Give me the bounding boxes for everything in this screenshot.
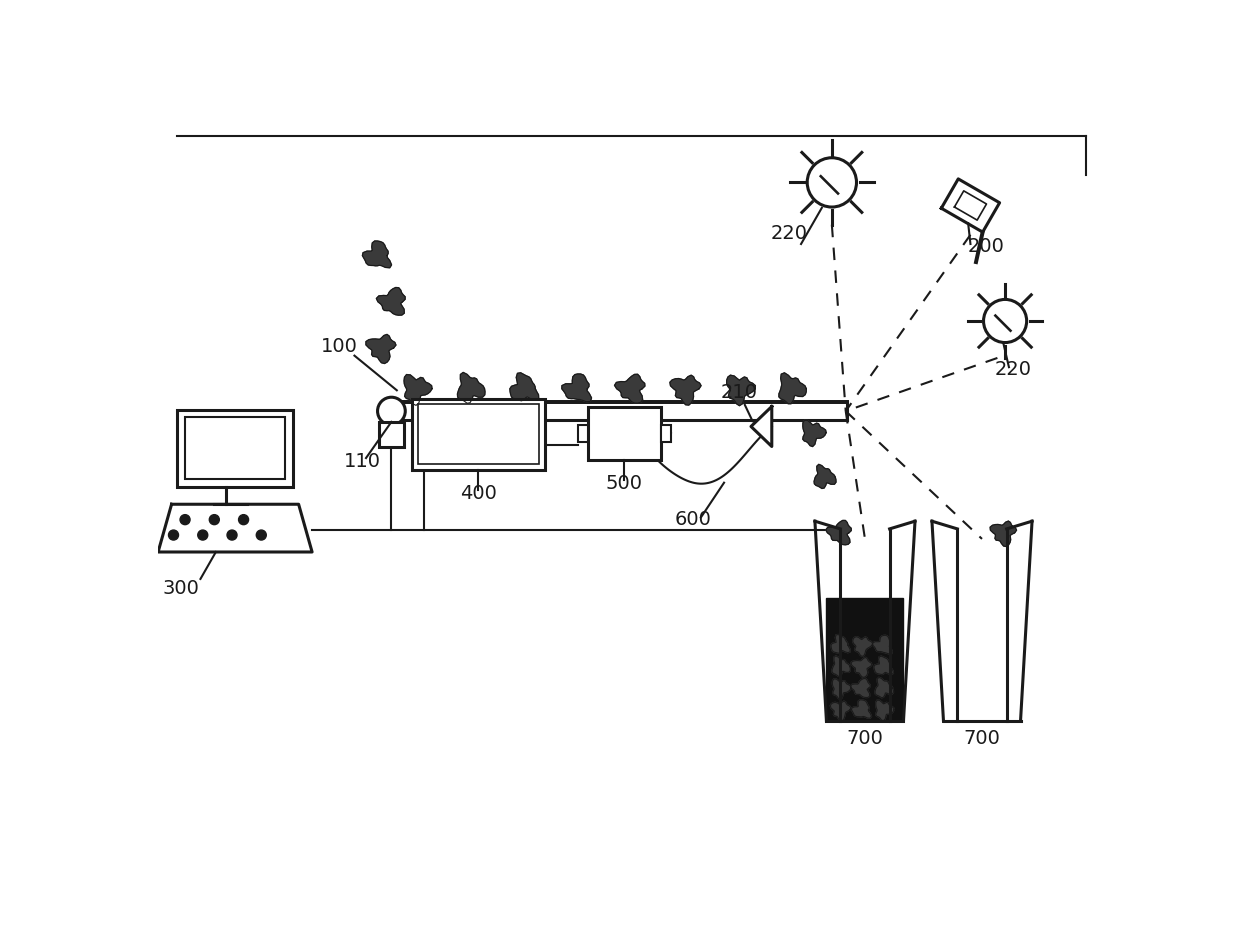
Polygon shape [875, 700, 894, 721]
Polygon shape [851, 679, 870, 697]
Circle shape [983, 300, 1027, 343]
Polygon shape [458, 373, 485, 403]
Bar [418, 404, 539, 464]
Polygon shape [852, 700, 872, 718]
Text: 300: 300 [162, 579, 200, 598]
Polygon shape [832, 679, 851, 699]
Circle shape [210, 515, 219, 525]
Text: 210: 210 [720, 383, 758, 402]
Text: 200: 200 [967, 237, 1004, 256]
Text: 400: 400 [460, 484, 497, 503]
Polygon shape [991, 521, 1017, 547]
Polygon shape [362, 241, 392, 268]
Circle shape [377, 397, 405, 425]
Bar [578, 425, 588, 442]
Polygon shape [779, 373, 806, 403]
Polygon shape [404, 374, 432, 405]
Bar [379, 422, 404, 446]
Polygon shape [832, 656, 851, 677]
Circle shape [197, 530, 208, 540]
Polygon shape [873, 636, 893, 654]
Polygon shape [932, 521, 1032, 722]
Text: 600: 600 [675, 510, 712, 529]
Circle shape [227, 530, 237, 540]
Bar [661, 425, 671, 442]
Polygon shape [157, 505, 312, 552]
Circle shape [807, 158, 857, 207]
Circle shape [180, 515, 190, 525]
Polygon shape [510, 373, 538, 401]
Polygon shape [874, 656, 893, 675]
Text: 220: 220 [994, 359, 1032, 379]
Bar [177, 410, 293, 487]
Polygon shape [751, 406, 771, 446]
Polygon shape [826, 520, 851, 545]
Circle shape [238, 515, 248, 525]
Polygon shape [366, 334, 396, 363]
Polygon shape [377, 287, 405, 315]
Polygon shape [853, 636, 873, 656]
Polygon shape [941, 179, 999, 232]
Polygon shape [815, 521, 915, 722]
Polygon shape [670, 375, 701, 405]
Text: 110: 110 [343, 452, 381, 472]
Text: 700: 700 [847, 729, 883, 749]
Polygon shape [562, 374, 591, 402]
Text: 100: 100 [321, 337, 357, 356]
Polygon shape [802, 420, 826, 446]
Circle shape [169, 530, 179, 540]
Bar [185, 417, 285, 479]
Polygon shape [831, 635, 851, 653]
Bar [588, 407, 661, 460]
Bar [412, 399, 544, 470]
Polygon shape [875, 678, 894, 697]
Text: 220: 220 [771, 224, 808, 242]
Polygon shape [727, 375, 755, 405]
Polygon shape [815, 464, 836, 489]
Polygon shape [615, 374, 645, 403]
Polygon shape [826, 598, 904, 722]
Polygon shape [852, 657, 872, 678]
Text: 500: 500 [606, 474, 642, 493]
Circle shape [257, 530, 267, 540]
Text: 700: 700 [963, 729, 1001, 749]
Polygon shape [831, 701, 851, 721]
